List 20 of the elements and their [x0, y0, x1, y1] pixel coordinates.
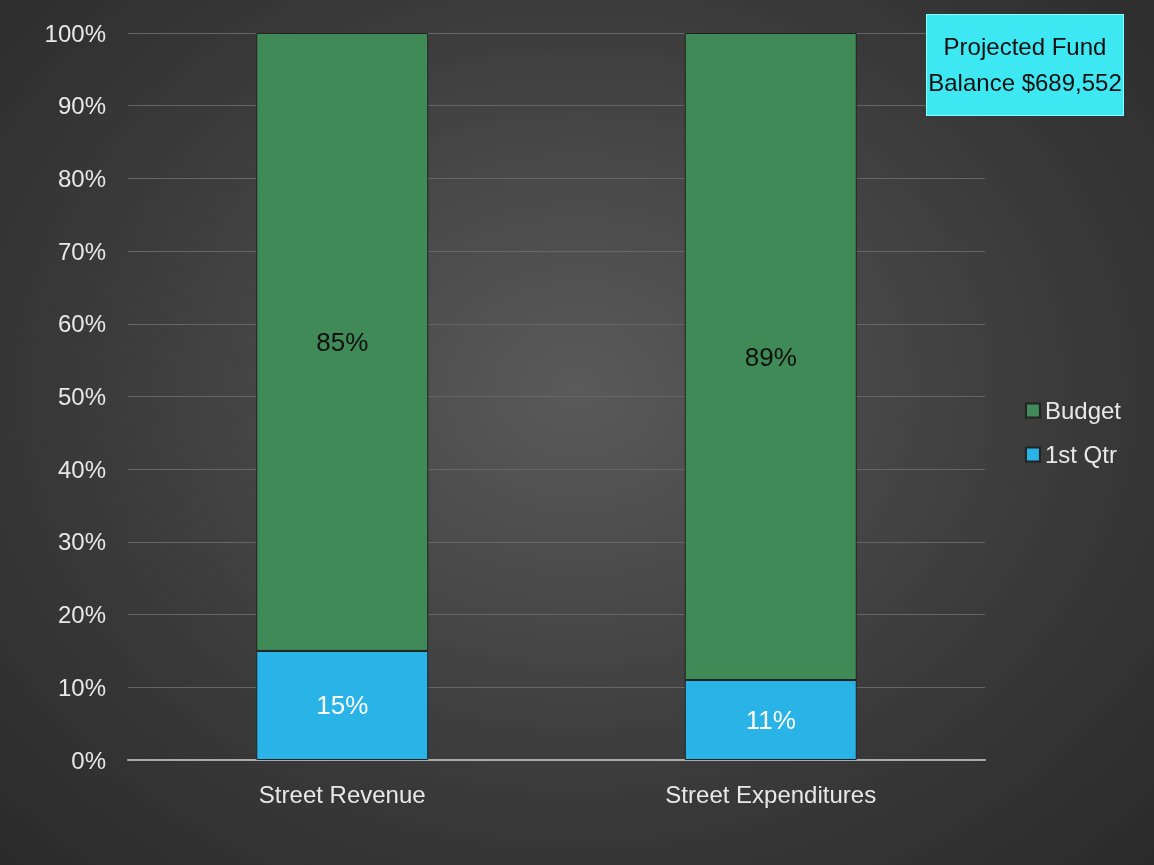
- y-tick-label: 90%: [57, 92, 106, 120]
- x-tick-label: Street Expenditures: [665, 780, 877, 808]
- y-tick-label: 30%: [57, 528, 106, 556]
- annotation: Projected Fund Balance $689,552: [926, 14, 1124, 116]
- y-tick-label: 80%: [57, 164, 106, 192]
- y-tick-label: 70%: [57, 237, 106, 265]
- y-tick-label: 60%: [57, 310, 106, 338]
- y-tick-label: 0%: [71, 746, 106, 774]
- y-tick-label: 50%: [57, 383, 106, 410]
- y-tick-label: 40%: [57, 455, 106, 483]
- y-tick-label: 20%: [57, 601, 106, 629]
- data-label: 89%: [744, 341, 797, 372]
- x-tick-label: Street Revenue: [258, 780, 426, 808]
- data-label: 85%: [316, 326, 369, 357]
- legend-label: 1st Qtr: [1044, 441, 1117, 468]
- y-tick-label: 10%: [57, 673, 106, 701]
- legend-label: Budget: [1044, 397, 1122, 424]
- data-label: 15%: [316, 690, 369, 721]
- data-label: 11%: [745, 705, 796, 736]
- y-tick-label: 100%: [44, 19, 106, 47]
